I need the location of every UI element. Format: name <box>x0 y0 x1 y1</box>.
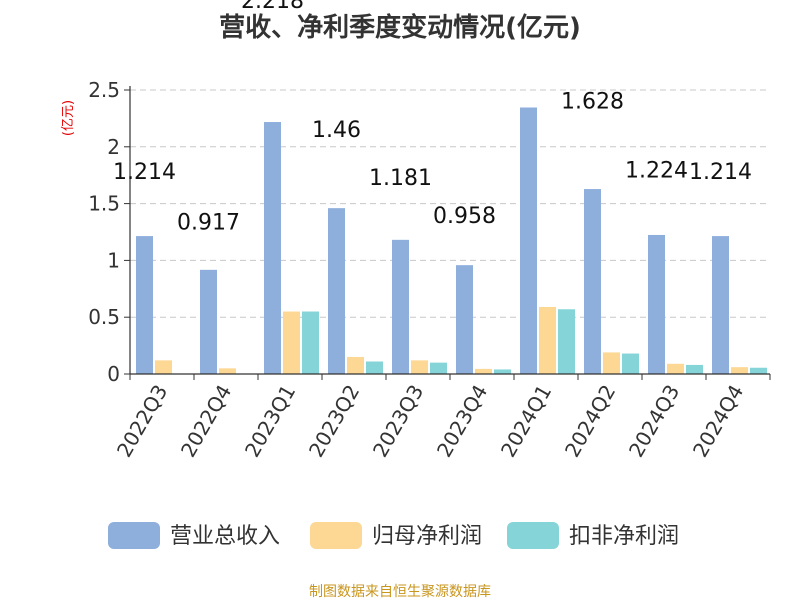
bar <box>264 122 281 374</box>
data-label: 1.181 <box>369 166 432 191</box>
y-tick-label: 0 <box>107 362 120 386</box>
data-label: 1.224 <box>625 158 688 183</box>
x-tick-label: 2024Q2 <box>560 381 620 462</box>
data-label: 0.917 <box>177 211 240 236</box>
data-label: 1.214 <box>113 160 176 185</box>
y-tick-label: 2.5 <box>88 78 120 102</box>
bar <box>392 239 409 374</box>
bar <box>366 361 383 374</box>
bar <box>539 306 556 374</box>
legend-swatch <box>507 522 559 549</box>
bar <box>430 362 447 374</box>
x-tick-label: 2023Q2 <box>304 381 364 462</box>
data-label: 1.46 <box>312 118 361 143</box>
bar <box>622 353 639 374</box>
bar <box>750 367 767 374</box>
bar <box>456 265 473 374</box>
bar <box>475 368 492 374</box>
x-tick-label: 2022Q4 <box>176 381 236 462</box>
y-tick-label: 1 <box>107 248 120 272</box>
x-tick-label: 2023Q3 <box>368 381 428 462</box>
x-tick-label: 2023Q1 <box>240 381 300 462</box>
legend-swatch <box>108 522 160 549</box>
bar <box>603 352 620 374</box>
bar <box>494 369 511 374</box>
y-axis-label: (亿元) <box>61 100 76 136</box>
x-tick-label: 2024Q4 <box>688 381 748 462</box>
legend-label: 归母净利润 <box>372 524 482 549</box>
x-tick-label: 2024Q1 <box>496 381 556 462</box>
chart-title: 营收、净利季度变动情况(亿元) <box>219 12 581 43</box>
bar <box>411 360 428 374</box>
bar <box>328 208 345 374</box>
legend: 营业总收入 归母净利润 扣非净利润 <box>108 522 679 549</box>
bar <box>283 311 300 374</box>
bar <box>686 364 703 374</box>
bar <box>584 189 601 374</box>
bar <box>712 236 729 374</box>
y-tick-label: 0.5 <box>88 305 120 329</box>
legend-label: 营业总收入 <box>170 524 280 549</box>
bar <box>558 309 575 374</box>
bar <box>520 107 537 375</box>
bar <box>347 356 364 374</box>
x-tick-label: 2024Q3 <box>624 381 684 462</box>
data-label: 1.628 <box>561 90 624 115</box>
y-tick-label: 1.5 <box>88 192 120 216</box>
bar <box>200 269 217 374</box>
x-tick-label: 2022Q3 <box>112 381 172 462</box>
bar <box>731 367 748 374</box>
data-label: 0.958 <box>433 204 496 229</box>
bar <box>155 360 172 374</box>
y-axis-ticks: 0 0.5 1 1.5 2 2.5 <box>88 78 130 386</box>
data-label: 1.214 <box>689 160 752 185</box>
bar <box>219 368 236 374</box>
bar <box>667 363 684 374</box>
data-labels: 1.2140.9172.2181.461.1810.9582.3461.6281… <box>113 0 752 236</box>
source-note: 制图数据来自恒生聚源数据库 <box>309 584 491 600</box>
x-tick-label: 2023Q4 <box>432 381 492 462</box>
y-tick-label: 2 <box>107 135 120 159</box>
bar <box>136 236 153 374</box>
bars <box>136 107 767 375</box>
legend-swatch <box>310 522 362 549</box>
data-label: 2.218 <box>241 0 304 14</box>
x-axis-ticks: 2022Q3 2022Q4 2023Q1 2023Q2 2023Q3 2023Q4 2024… <box>112 374 771 462</box>
bar <box>302 311 319 374</box>
bar <box>648 234 665 374</box>
legend-label: 扣非净利润 <box>569 524 679 549</box>
